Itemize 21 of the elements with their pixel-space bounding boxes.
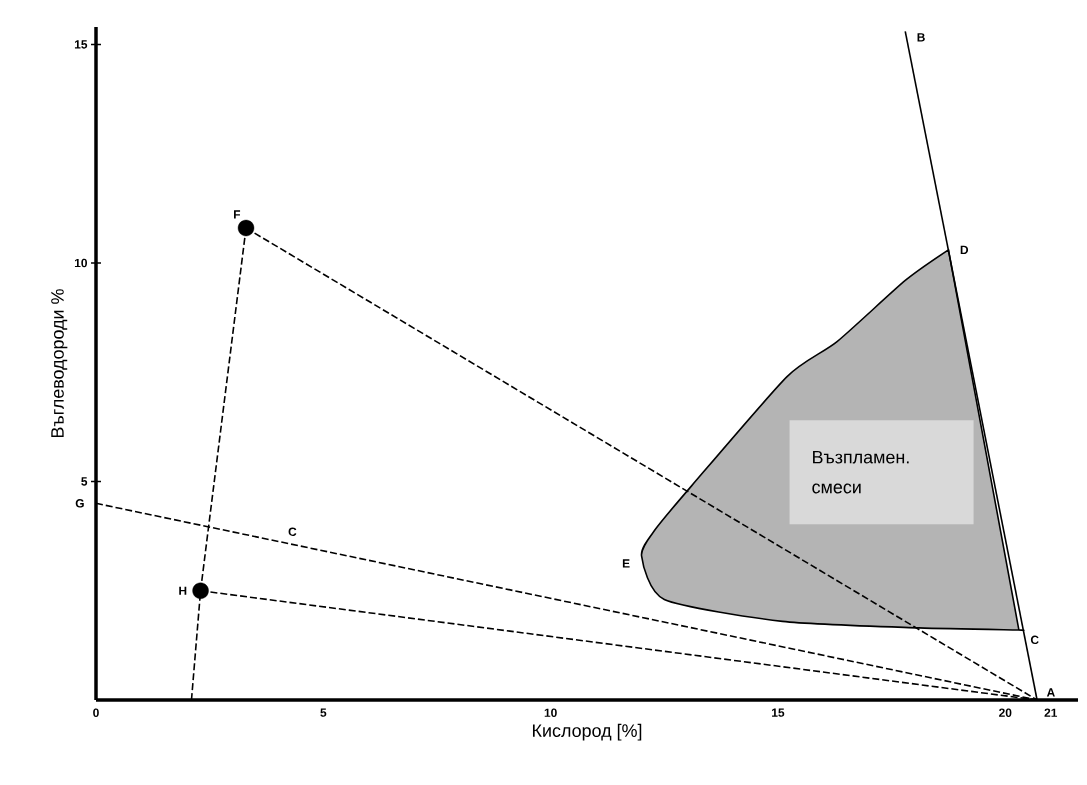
- annotation: C: [1030, 635, 1039, 645]
- y-axis-title: Въглеводороди %: [51, 289, 68, 438]
- annotation: G: [75, 499, 84, 508]
- annotation: B: [917, 33, 925, 42]
- annotation: D: [960, 245, 969, 254]
- x-tick-label: 15: [772, 708, 785, 717]
- x-tick-label: 21: [1044, 708, 1058, 717]
- series-label: Възпламен. смеси: [812, 451, 909, 494]
- y-tick-label: 15: [74, 40, 88, 49]
- annotation: A: [1046, 688, 1055, 697]
- y-tick-label: 5: [81, 477, 88, 486]
- annotation: F: [234, 210, 241, 219]
- x-axis-title: Кислород [%]: [532, 723, 642, 741]
- annotation: H: [179, 586, 187, 595]
- x-tick-label: 20: [999, 708, 1012, 717]
- y-tick-label: 10: [74, 258, 88, 268]
- annotation: C: [288, 527, 297, 536]
- x-tick-label: 10: [544, 708, 557, 717]
- x-tick-label: 5: [320, 708, 327, 717]
- annotation: E: [622, 559, 630, 568]
- x-tick-label: 0: [93, 708, 99, 717]
